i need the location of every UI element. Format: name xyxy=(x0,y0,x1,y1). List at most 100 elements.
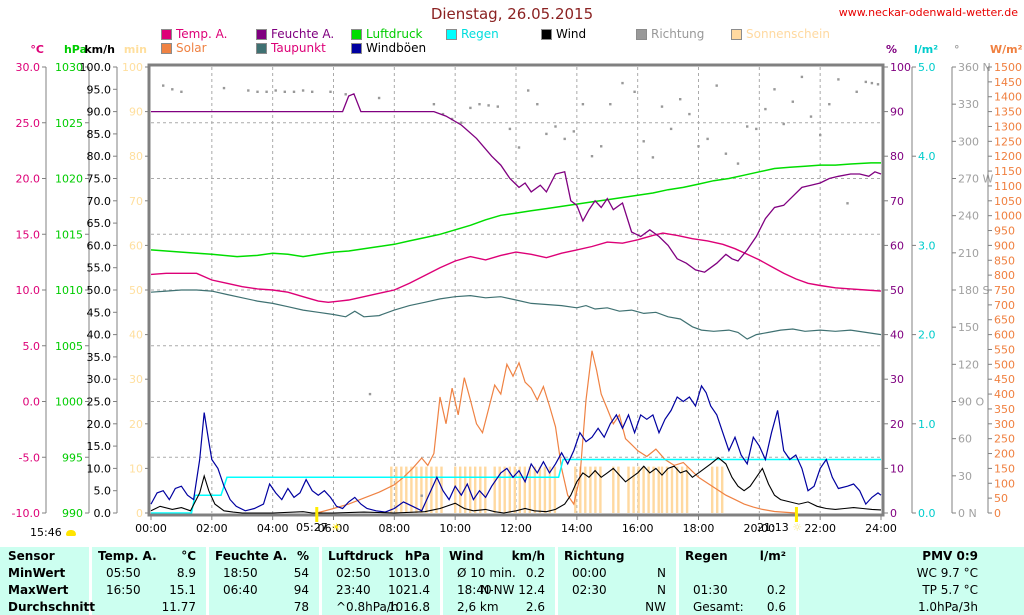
x-axis-tick-label: 18:00 xyxy=(683,522,715,535)
axis-tick-label-kmh: 40.0 xyxy=(87,329,112,342)
wind-direction-dot xyxy=(736,162,740,165)
wind-direction-dot xyxy=(441,112,445,116)
legend-item-feuchtea: Feuchte A. xyxy=(256,28,334,42)
axis-tick-label-min: 90 xyxy=(129,106,143,119)
axis-tick-label-temp: 0.0 xyxy=(23,396,41,409)
axis-tick-label-hpa: 995 xyxy=(62,451,83,464)
axis-tick-label-min: 60 xyxy=(129,239,143,252)
table-col-header: Richtung xyxy=(564,549,625,563)
wind-direction-dot xyxy=(864,80,867,84)
sunshine-bar xyxy=(574,466,577,513)
axis-tick-label-kmh: 95.0 xyxy=(87,83,112,96)
axis-tick-label-kmh: 90.0 xyxy=(87,106,112,119)
axis-tick-label-hpa: 1010 xyxy=(55,284,83,297)
axis-tick-label-wm2: 1150 xyxy=(994,165,1022,178)
wind-direction-dot xyxy=(171,88,174,91)
axis-unit-min: min xyxy=(124,43,147,56)
wind-direction-dot xyxy=(368,392,372,396)
legend-item-luftdruck: Luftdruck xyxy=(351,28,423,42)
table-pmv-line: TP 5.7 °C xyxy=(922,583,978,597)
sunshine-bar xyxy=(637,466,640,513)
axis-tick-label-temp: 20.0 xyxy=(16,173,41,186)
series-line-wind xyxy=(150,456,882,514)
table-pmv-line: PMV 0:9 xyxy=(922,549,978,563)
table-row-label: MinWert xyxy=(8,566,66,580)
axis-tick-label-kmh: 65.0 xyxy=(87,217,112,230)
axis-tick-label-wm2: 1100 xyxy=(994,180,1022,193)
wind-direction-dot xyxy=(679,98,682,101)
sunshine-bar xyxy=(721,466,724,513)
table-cell-value: 1013.0 xyxy=(388,566,430,580)
axis-tick-label-deg: 270 W xyxy=(958,173,993,186)
legend-swatch-icon xyxy=(446,29,457,40)
axis-unit-kmh: km/h xyxy=(84,43,115,56)
axis-tick-label-pct: 10 xyxy=(890,462,904,475)
series-line-luftdruck xyxy=(150,162,881,258)
axis-tick-label-hpa: 1005 xyxy=(55,340,83,353)
table-col-unit: l/m² xyxy=(759,549,786,563)
axis-tick-label-deg: 60 xyxy=(958,433,972,446)
axis-tick-label-wm2: 350 xyxy=(994,403,1015,416)
axis-tick-label-temp: 25.0 xyxy=(16,117,41,130)
legend-item-tempa: Temp. A. xyxy=(161,27,228,42)
axis-tick-label-kmh: 35.0 xyxy=(87,351,112,364)
legend-swatch-icon xyxy=(256,43,267,54)
axis-tick-label-min: 70 xyxy=(129,195,143,208)
sunshine-bar xyxy=(390,466,393,513)
table-column-separator xyxy=(796,547,799,615)
sunshine-bar xyxy=(503,466,506,513)
sunshine-bar xyxy=(400,466,403,513)
axis-tick-label-temp: 30.0 xyxy=(16,61,41,74)
legend-swatch-icon xyxy=(351,29,362,40)
sunshine-bar xyxy=(479,466,482,513)
wind-direction-dot xyxy=(180,90,183,93)
axis-tick-label-kmh: 85.0 xyxy=(87,128,112,141)
sunshine-bar xyxy=(579,466,582,513)
axis-tick-label-hpa: 1015 xyxy=(55,228,83,241)
axis-tick-label-wm2: 600 xyxy=(994,329,1015,342)
table-cell-time: 00:00 xyxy=(572,566,607,580)
legend-label: Richtung xyxy=(651,27,705,41)
sunshine-bar xyxy=(518,466,521,513)
axis-tick-label-wm2: 0 xyxy=(994,507,1001,520)
axis-tick-label-wm2: 250 xyxy=(994,433,1015,446)
series-line-solar xyxy=(316,350,796,514)
legend-label: Solar xyxy=(176,41,207,55)
sunshine-bar xyxy=(627,466,630,513)
site-url-link[interactable]: www.neckar-odenwald-wetter.de xyxy=(838,6,1018,19)
table-col-unit: hPa xyxy=(404,549,430,563)
axis-tick-label-kmh: 60.0 xyxy=(87,239,112,252)
table-cell-value: N xyxy=(657,566,666,580)
page-title: Dienstag, 26.05.2015 xyxy=(430,5,594,23)
table-row-label: Durchschnitt xyxy=(8,600,96,614)
series-line-windben xyxy=(150,384,882,513)
axis-tick-label-min: 50 xyxy=(129,284,143,297)
axis-tick-label-deg: 210 xyxy=(958,247,979,260)
wind-direction-dot xyxy=(609,103,612,106)
sunshine-bar xyxy=(415,466,418,513)
legend-item-wind: Wind xyxy=(541,28,586,42)
wind-direction-dot xyxy=(809,115,813,118)
legend-swatch-icon xyxy=(541,29,552,40)
sunshine-bar xyxy=(528,466,531,513)
wind-direction-dot xyxy=(460,121,463,124)
axis-tick-label-kmh: 55.0 xyxy=(87,262,112,275)
sunshine-bar xyxy=(508,466,511,513)
sunshine-bar xyxy=(435,466,438,513)
axis-tick-label-min: 0 xyxy=(136,507,143,520)
wind-direction-dot xyxy=(828,103,831,106)
axis-tick-label-wm2: 550 xyxy=(994,343,1015,356)
wind-direction-dot xyxy=(469,106,472,110)
table-cell-value: 0.6 xyxy=(766,600,786,614)
axis-tick-label-wm2: 500 xyxy=(994,358,1015,371)
sunshine-bar xyxy=(599,466,602,513)
table-cell-value: NW xyxy=(645,600,666,614)
sunshine-bar xyxy=(533,466,537,513)
x-axis-tick-label: 14:00 xyxy=(561,522,593,535)
axis-tick-label-deg: 180 S xyxy=(958,284,989,297)
sunshine-bar xyxy=(543,466,547,513)
wind-direction-dot xyxy=(715,84,718,87)
x-axis-tick-label: 16:00 xyxy=(622,522,654,535)
legend-label: Temp. A. xyxy=(176,27,228,41)
axis-tick-label-pct: 70 xyxy=(890,195,904,208)
